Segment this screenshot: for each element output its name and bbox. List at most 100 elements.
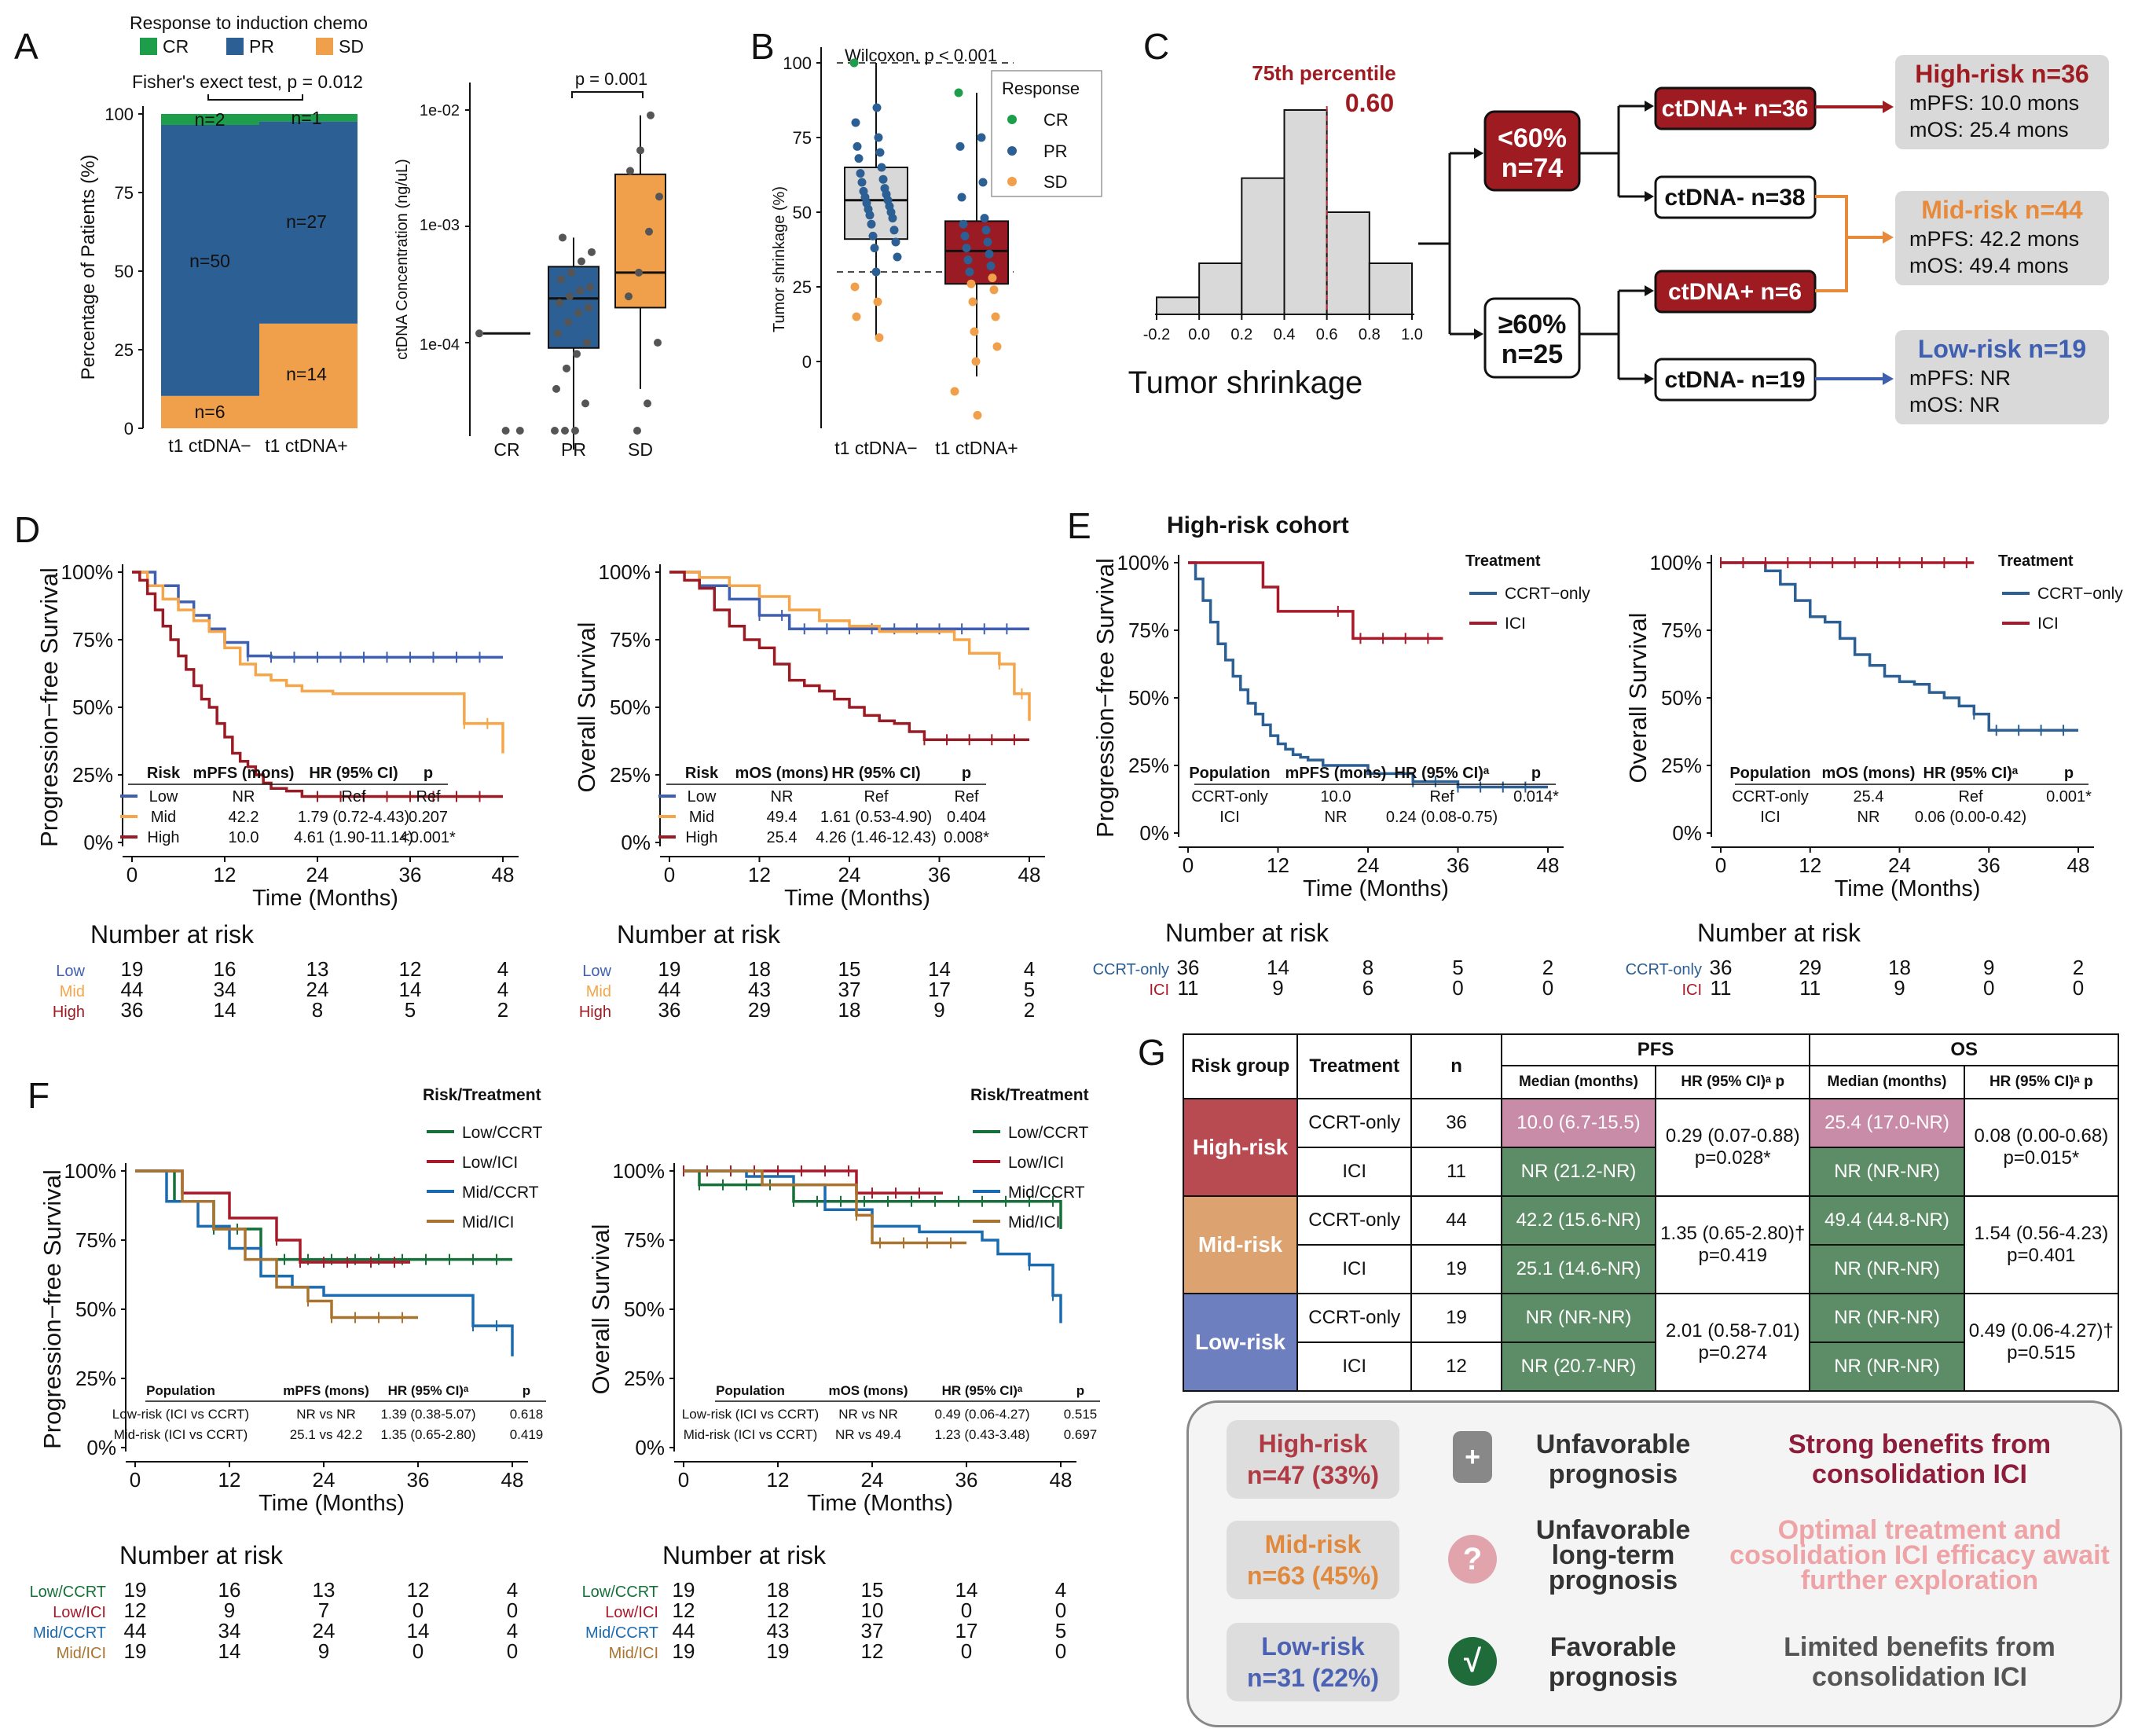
f-pfs-table-cell: 1.39 (0.38-5.07) — [381, 1407, 476, 1422]
g-header-n: n — [1410, 1033, 1502, 1099]
a-legend-sd: SD — [339, 36, 364, 57]
a-xlabel-pos: t1 ctDNA+ — [265, 435, 347, 456]
abox-pvalue: p = 0.001 — [575, 69, 647, 89]
table-row: ICI 19 25.1 (14.6-NR) NR (NR-NR) — [1183, 1244, 2118, 1294]
b-point — [957, 193, 966, 202]
f-os-table-cell: 0.697 — [1064, 1427, 1098, 1442]
e-pfs-nar-value: 0 — [1542, 976, 1553, 1000]
e-os-table-cell: Ref — [1958, 788, 1983, 806]
a-bar-cr — [259, 114, 358, 122]
e-pfs-nar-value: 0 — [1452, 976, 1463, 1000]
e-os-table-cell: CCRT-only — [1732, 788, 1808, 806]
b-y-ticks: 0 25 50 75 100 — [783, 53, 821, 372]
f-os-nar-title: Number at risk — [662, 1541, 827, 1569]
d-os-ytick-label: 75% — [610, 628, 651, 651]
g-summary-row-mid: Mid-risk n=63 (45%) ? Unfavorable long-te… — [1189, 1513, 2120, 1615]
b-point — [968, 297, 977, 306]
abox-point — [566, 292, 574, 301]
d-os-ytick-label: 100% — [599, 560, 651, 584]
f-pfs-nar-value: 19 — [124, 1639, 147, 1663]
g-cell-pfs-median: NR (20.7-NR) — [1500, 1341, 1657, 1392]
d-pfs-curve-mid — [132, 571, 504, 754]
f-pfs-legend: Low/CCRT Low/ICI Mid/CCRT Mid/ICI — [427, 1124, 542, 1231]
abox-point — [501, 427, 510, 435]
e-os-table-cell: 0.001* — [2046, 788, 2092, 806]
c-outcome-mid-os: mOS: 49.4 mons — [1909, 254, 2069, 277]
d-os-table-cell: 1.61 (0.53-4.90) — [820, 809, 932, 826]
g-cell-pfs-median: 42.2 (15.6-NR) — [1500, 1195, 1657, 1246]
g-cell-pfs-median: 25.1 (14.6-NR) — [1500, 1244, 1657, 1294]
abox-point — [573, 350, 581, 358]
b-x-neg: t1 ctDNA− — [834, 438, 917, 458]
d-pfs-table-cell: Mid — [151, 809, 176, 826]
e-pfs-table-cell: 0.24 (0.08-0.75) — [1386, 809, 1498, 826]
b-ytick-label: 0 — [802, 352, 812, 372]
b-ylabel: Tumor shrinkage (%) — [771, 186, 788, 332]
a-legend-cr: CR — [163, 36, 189, 57]
c-hist-bar — [1283, 109, 1328, 315]
b-point — [985, 249, 994, 259]
f-pfs-table-cell: 25.1 vs 42.2 — [290, 1427, 363, 1442]
b-point — [988, 273, 997, 283]
d-os-nar-label: Mid — [586, 983, 611, 1000]
a-bar-sd — [259, 323, 358, 428]
e-pfs-table-header: Population — [1189, 765, 1270, 782]
d-os-ytick-label: 50% — [610, 696, 651, 719]
d-pfs-curve-low — [132, 571, 503, 659]
e-os-ytick-label: 100% — [1650, 551, 1703, 574]
d-pfs-table-cell: Ref — [341, 788, 366, 806]
a-bar-pr — [259, 121, 358, 324]
d-pfs-table-header: HR (95% CI) — [309, 765, 398, 782]
c-percentile-value: 0.60 — [1345, 89, 1394, 117]
e-os-table-cell: 25.4 — [1854, 788, 1884, 806]
d-pfs-nar-value: 14 — [399, 978, 422, 1001]
d-pfs-table-cell: Ref — [416, 788, 441, 806]
c-xlabel: Tumor shrinkage — [1128, 365, 1363, 400]
d-pfs-table-cell: NR — [233, 788, 255, 806]
abox-plot — [465, 109, 666, 450]
e-pfs-legend-title: Treatment — [1465, 552, 1541, 570]
g-pfs-hr-value: 0.29 (0.07-0.88) — [1665, 1125, 1800, 1147]
e-os-table-cell: 0.06 (0.00-0.42) — [1915, 809, 2026, 826]
e-os-xtick-label: 24 — [1888, 853, 1911, 877]
d-pfs-table-cell: High — [147, 829, 179, 846]
e-os-nar-value: 2 — [2073, 956, 2084, 979]
table-row: ICI 11 NR (21.2-NR) NR (NR-NR) — [1183, 1147, 2118, 1197]
g-os-p-value: p=0.401 — [2007, 1245, 2076, 1266]
d-pfs-curve-high — [132, 571, 503, 798]
g-cell-pfs-hr: 0.29 (0.07-0.88) p=0.028* — [1655, 1098, 1811, 1197]
b-ytick-label: 25 — [793, 277, 812, 297]
f-os-table-cell: 1.23 (0.43-3.48) — [935, 1427, 1030, 1442]
d-os-xtick-label: 24 — [838, 863, 861, 886]
d-pfs-nar-value: 4 — [497, 957, 508, 981]
a-label-neg-pr: n=50 — [189, 251, 230, 271]
g-summary-prognosis-low: Favorable prognosis — [1548, 1632, 1678, 1692]
d-pfs-nar-value: 12 — [399, 957, 422, 981]
b-box — [944, 220, 1009, 285]
f-os-km: 0% 25% 50% 75% 100% 0 12 24 36 48 Time (Months) Ove… — [582, 1159, 1100, 1663]
f-pfs-nar-value: 7 — [318, 1598, 329, 1622]
f-os-nar-value: 0 — [1055, 1639, 1066, 1663]
b-point — [868, 231, 878, 240]
f-os-curve-low-ici — [684, 1169, 943, 1195]
b-point — [983, 237, 992, 247]
f-os-ytick-label: 0% — [635, 1436, 665, 1459]
g-group-low: Low-risk — [1182, 1293, 1299, 1392]
panel-letter-f: F — [28, 1075, 50, 1116]
g-header-treatment: Treatment — [1296, 1033, 1413, 1099]
b-ytick-label: 100 — [783, 53, 812, 73]
b-point — [981, 226, 991, 235]
f-os-ytick-label: 100% — [613, 1159, 666, 1183]
f-os-nar-value: 19 — [673, 1639, 695, 1663]
c-arrow1 — [1474, 148, 1483, 159]
e-pfs-nar-value: 36 — [1177, 956, 1200, 979]
c-arrowhead-low — [1883, 373, 1894, 385]
c-flow-split1 — [1418, 152, 1481, 336]
abox-point — [551, 427, 559, 435]
c-xtick-label: 0.4 — [1274, 326, 1296, 343]
c-percentile-label: 75th percentile — [1252, 61, 1396, 85]
panel-letter-a: A — [14, 26, 39, 67]
d-pfs-table-cell: 1.79 (0.72-4.43) — [298, 809, 409, 826]
c-xtick-label: 0.8 — [1359, 326, 1381, 343]
